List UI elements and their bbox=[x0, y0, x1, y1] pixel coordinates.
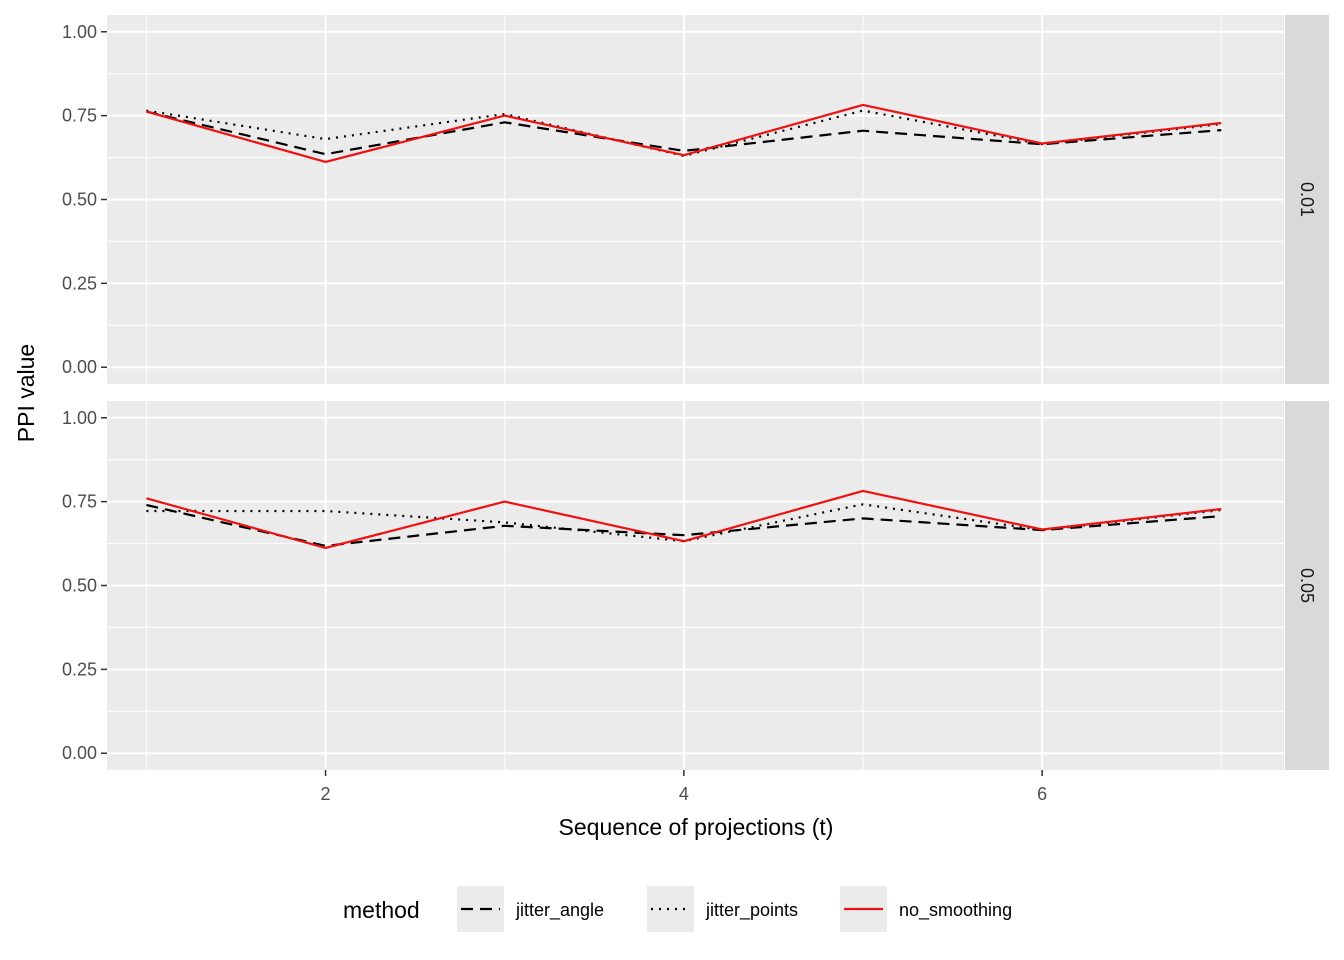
panel-0.05: 0.00 0.25 0.50 0.75 1.00 0.05 bbox=[62, 401, 1329, 770]
legend-label: jitter_angle bbox=[515, 900, 604, 921]
panels-layer: 0.00 0.25 0.50 0.75 1.00 0.01 0.00 0.25 0.50 0.75… bbox=[62, 15, 1329, 770]
x-tick-label: 2 bbox=[321, 784, 331, 804]
legend-entry-no_smoothing: no_smoothing bbox=[840, 886, 1012, 932]
x-axis: 2 4 6 bbox=[321, 770, 1047, 804]
legend-entry-jitter_points: jitter_points bbox=[647, 886, 798, 932]
legend-label: jitter_points bbox=[705, 900, 798, 921]
y-tick-label: 0.25 bbox=[62, 273, 97, 293]
x-tick-label: 6 bbox=[1037, 784, 1047, 804]
facet-strip bbox=[1285, 401, 1329, 770]
y-tick-label: 0.00 bbox=[62, 743, 97, 763]
legend-title: method bbox=[343, 897, 420, 923]
legend-key-background bbox=[647, 886, 694, 932]
y-tick-label: 0.50 bbox=[62, 190, 97, 210]
y-tick-label: 1.00 bbox=[62, 22, 97, 42]
y-axis-title: PPI value bbox=[13, 344, 39, 442]
x-tick-label: 4 bbox=[679, 784, 689, 804]
y-tick-label: 0.75 bbox=[62, 106, 97, 126]
series-line-no_smoothing bbox=[146, 489, 1222, 550]
legend-label: no_smoothing bbox=[899, 900, 1012, 921]
facet-strip-label: 0.05 bbox=[1297, 568, 1317, 603]
series-line-no_smoothing bbox=[146, 103, 1222, 163]
legend-entry-jitter_angle: jitter_angle bbox=[457, 886, 604, 932]
legend: method jitter_angle jitter_points no_smoot… bbox=[343, 886, 1012, 932]
y-tick-label: 0.75 bbox=[62, 492, 97, 512]
facet-strip bbox=[1285, 15, 1329, 384]
y-tick-label: 0.25 bbox=[62, 659, 97, 679]
y-tick-label: 1.00 bbox=[62, 408, 97, 428]
y-tick-label: 0.00 bbox=[62, 357, 97, 377]
panel-0.01: 0.00 0.25 0.50 0.75 1.00 0.01 bbox=[62, 15, 1329, 384]
y-tick-label: 0.50 bbox=[62, 576, 97, 596]
facet-strip-label: 0.01 bbox=[1297, 182, 1317, 217]
x-axis-title: Sequence of projections (t) bbox=[559, 814, 834, 840]
